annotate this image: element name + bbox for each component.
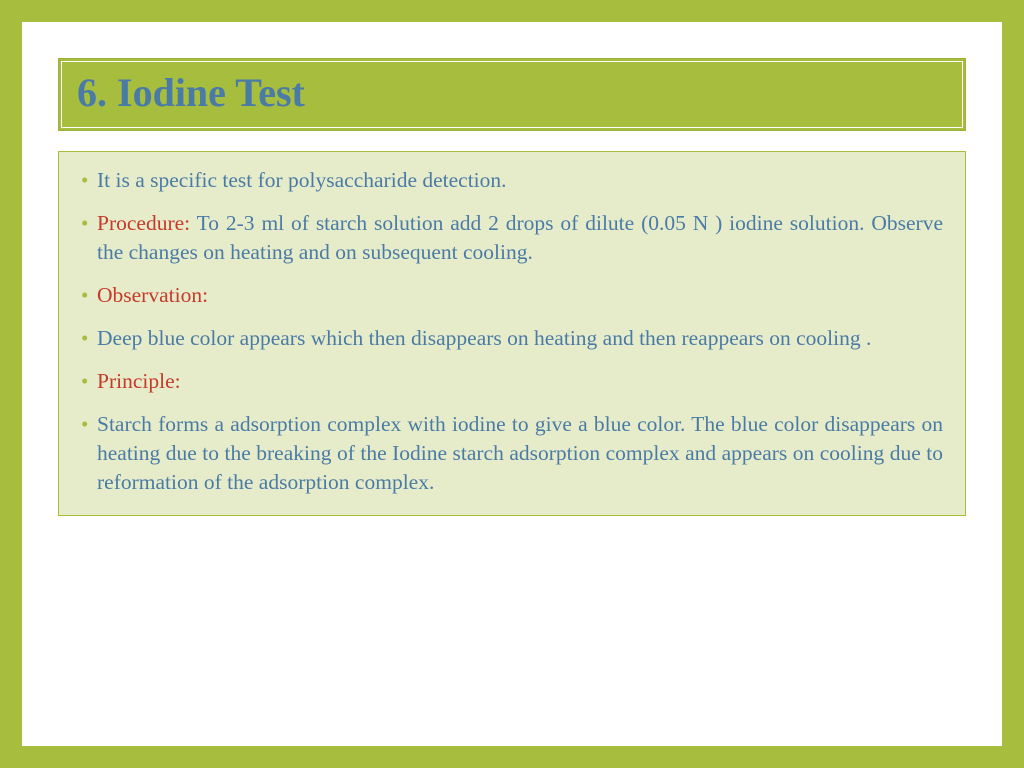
bullet-text: It is a specific test for polysaccharide… xyxy=(97,168,507,192)
bullet-text: Deep blue color appears which then disap… xyxy=(97,326,871,350)
slide-outer-frame: 6. Iodine Test It is a specific test for… xyxy=(0,0,1024,768)
bullet-list: It is a specific test for polysaccharide… xyxy=(81,166,943,497)
list-item: Starch forms a adsorption complex with i… xyxy=(81,410,943,497)
list-item: Observation: xyxy=(81,281,943,310)
slide-inner-area: 6. Iodine Test It is a specific test for… xyxy=(22,22,1002,746)
list-item: Procedure: To 2-3 ml of starch solution … xyxy=(81,209,943,267)
list-item: It is a specific test for polysaccharide… xyxy=(81,166,943,195)
slide-title: 6. Iodine Test xyxy=(77,69,947,116)
bullet-text: Starch forms a adsorption complex with i… xyxy=(97,412,943,494)
bullet-label: Principle: xyxy=(97,369,181,393)
content-box: It is a specific test for polysaccharide… xyxy=(58,151,966,516)
list-item: Principle: xyxy=(81,367,943,396)
list-item: Deep blue color appears which then disap… xyxy=(81,324,943,353)
bullet-label: Observation: xyxy=(97,283,208,307)
bullet-text: To 2-3 ml of starch solution add 2 drops… xyxy=(97,211,943,264)
bullet-label: Procedure: xyxy=(97,211,190,235)
title-bar: 6. Iodine Test xyxy=(58,58,966,131)
